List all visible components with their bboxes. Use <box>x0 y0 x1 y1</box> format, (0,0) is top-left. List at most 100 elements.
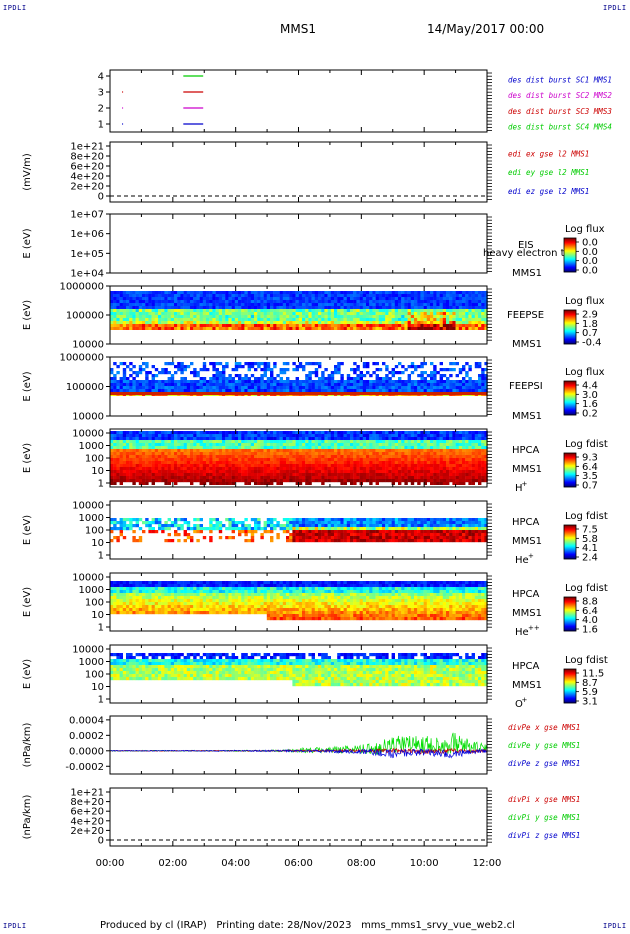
spectrogram-cell-feeps-e <box>295 309 299 313</box>
spectrogram-cell-hpca-h <box>353 476 357 480</box>
spectrogram-cell-hpca-h <box>343 440 347 444</box>
spectrogram-cell-hpca-h <box>394 437 399 441</box>
spectrogram-cell-hpca-h <box>330 476 335 480</box>
spectrogram-cell-feeps-e <box>180 324 184 328</box>
spectrogram-cell-hpca-h <box>247 434 251 438</box>
spectrogram-cell-hpca-h <box>350 476 354 480</box>
spectrogram-cell-feeps-e <box>378 300 383 304</box>
spectrogram-cell-feeps-e <box>430 306 434 310</box>
spectrogram-cell-feeps-e <box>305 300 309 304</box>
colorbar-cell-feeps-e <box>564 326 576 328</box>
spectrogram-cell-feeps-i <box>122 386 127 390</box>
spectrogram-cell-feeps-e <box>446 294 450 298</box>
spectrogram-cell-hpca-h <box>241 458 245 462</box>
spectrogram-cell-feeps-e <box>468 297 472 301</box>
spectrogram-cell-hpca-h <box>196 470 200 474</box>
spectrogram-cell-feeps-i <box>398 362 402 366</box>
spectrogram-cell-hpca-h <box>350 434 354 438</box>
spectrogram-cell-feeps-i <box>177 395 181 396</box>
spectrogram-cell-hpca-h <box>292 437 296 441</box>
spectrogram-cell-hpca-h <box>154 461 159 465</box>
spectrogram-cell-feeps-e <box>186 327 191 330</box>
colorbar-cell-feeps-e <box>564 320 576 322</box>
colorbar-cell-feeps-i <box>564 381 576 383</box>
spectrogram-cell-feeps-e <box>215 321 219 325</box>
spectrogram-cell-feeps-e <box>167 309 171 313</box>
spectrogram-cell-feeps-i <box>254 386 258 390</box>
spectrogram-cell-feeps-e <box>356 294 360 298</box>
spectrogram-cell-hpca-h <box>433 476 437 480</box>
spectrogram-cell-feeps-i <box>369 383 373 387</box>
spectrogram-cell-hpca-h <box>366 452 370 456</box>
spectrogram-cell-feeps-i <box>375 395 379 396</box>
spectrogram-cell-feeps-i <box>234 362 239 366</box>
spectrogram-cell-feeps-i <box>190 380 194 384</box>
spectrogram-cell-feeps-e <box>170 300 175 304</box>
ytick-label-eis-0: 1e+04 <box>70 269 104 280</box>
spectrogram-cell-feeps-i <box>218 362 223 366</box>
spectrogram-cell-feeps-e <box>190 324 194 328</box>
spectrogram-cell-feeps-e <box>350 297 354 301</box>
spectrogram-cell-feeps-e <box>202 309 207 313</box>
spectrogram-cell-feeps-e <box>199 327 203 330</box>
spectrogram-cell-feeps-i <box>158 371 162 375</box>
spectrogram-cell-feeps-e <box>273 309 277 313</box>
spectrogram-cell-hpca-h <box>135 449 139 453</box>
spectrogram-cell-hpca-h <box>167 464 171 468</box>
spectrogram-cell-hpca-h <box>423 431 427 435</box>
spectrogram-cell-hpca-h <box>314 461 319 465</box>
spectrogram-cell-hpca-h <box>465 476 469 480</box>
spectrogram-cell-hpca-h <box>244 464 248 468</box>
spectrogram-cell-hpca-h <box>439 458 443 462</box>
spectrogram-cell-feeps-i <box>420 386 424 390</box>
spectrogram-cell-hpca-h <box>420 455 424 459</box>
spectrogram-cell-feeps-e <box>401 324 405 328</box>
colorbar-cell-feeps-e <box>564 317 576 319</box>
spectrogram-cell-feeps-e <box>362 321 367 325</box>
spectrogram-cell-feeps-e <box>398 324 402 328</box>
spectrogram-cell-feeps-i <box>359 383 363 387</box>
spectrogram-cell-feeps-e <box>353 318 357 322</box>
spectrogram-cell-hpca-h <box>346 443 351 447</box>
spectrogram-cell-feeps-e <box>174 327 178 330</box>
spectrogram-cell-feeps-e <box>250 294 255 298</box>
spectrogram-cell-hpca-h <box>449 458 453 462</box>
spectrogram-cell-feeps-e <box>378 306 383 310</box>
spectrogram-cell-feeps-e <box>145 324 149 328</box>
spectrogram-cell-hpca-h <box>311 443 315 447</box>
spectrogram-cell-feeps-e <box>206 300 210 304</box>
spectrogram-cell-feeps-e <box>442 309 447 313</box>
spectrogram-cell-hpca-h <box>260 434 264 438</box>
spectrogram-cell-feeps-e <box>378 324 383 328</box>
spectrogram-cell-feeps-i <box>481 395 485 396</box>
spectrogram-cell-feeps-e <box>414 294 418 298</box>
spectrogram-cell-feeps-i <box>196 383 200 387</box>
spectrogram-cell-feeps-e <box>458 294 463 298</box>
spectrogram-cell-feeps-e <box>426 297 431 301</box>
spectrogram-cell-feeps-e <box>174 312 178 316</box>
spectrogram-cell-feeps-i <box>254 383 258 387</box>
spectrogram-cell-feeps-e <box>193 324 197 328</box>
spectrogram-cell-hpca-h <box>158 443 162 447</box>
spectrogram-cell-feeps-i <box>391 383 395 387</box>
spectrogram-cell-hpca-h <box>420 437 424 441</box>
spectrogram-cell-hpca-h <box>324 470 328 474</box>
spectrogram-cell-feeps-i <box>286 383 290 387</box>
spectrogram-cell-hpca-h <box>388 434 392 438</box>
spectrogram-cell-hpca-h <box>122 467 127 471</box>
spectrogram-cell-feeps-i <box>298 383 303 387</box>
spectrogram-cell-feeps-e <box>161 318 165 322</box>
spectrogram-cell-feeps-i <box>167 377 171 381</box>
spectrogram-cell-feeps-e <box>452 324 456 328</box>
spectrogram-cell-hpca-h <box>286 458 290 462</box>
spectrogram-cell-hpca-h <box>122 431 127 435</box>
spectrogram-cell-hpca-h <box>318 479 322 483</box>
spectrogram-cell-feeps-i <box>346 383 351 387</box>
spectrogram-cell-feeps-e <box>286 306 290 310</box>
spectrogram-cell-feeps-i <box>279 395 283 396</box>
colorbar-cell-feeps-i <box>564 389 576 391</box>
spectrogram-cell-feeps-e <box>196 291 200 295</box>
spectrogram-cell-feeps-e <box>126 294 130 298</box>
spectrogram-cell-feeps-e <box>158 291 162 295</box>
spectrogram-cell-feeps-e <box>455 300 459 304</box>
